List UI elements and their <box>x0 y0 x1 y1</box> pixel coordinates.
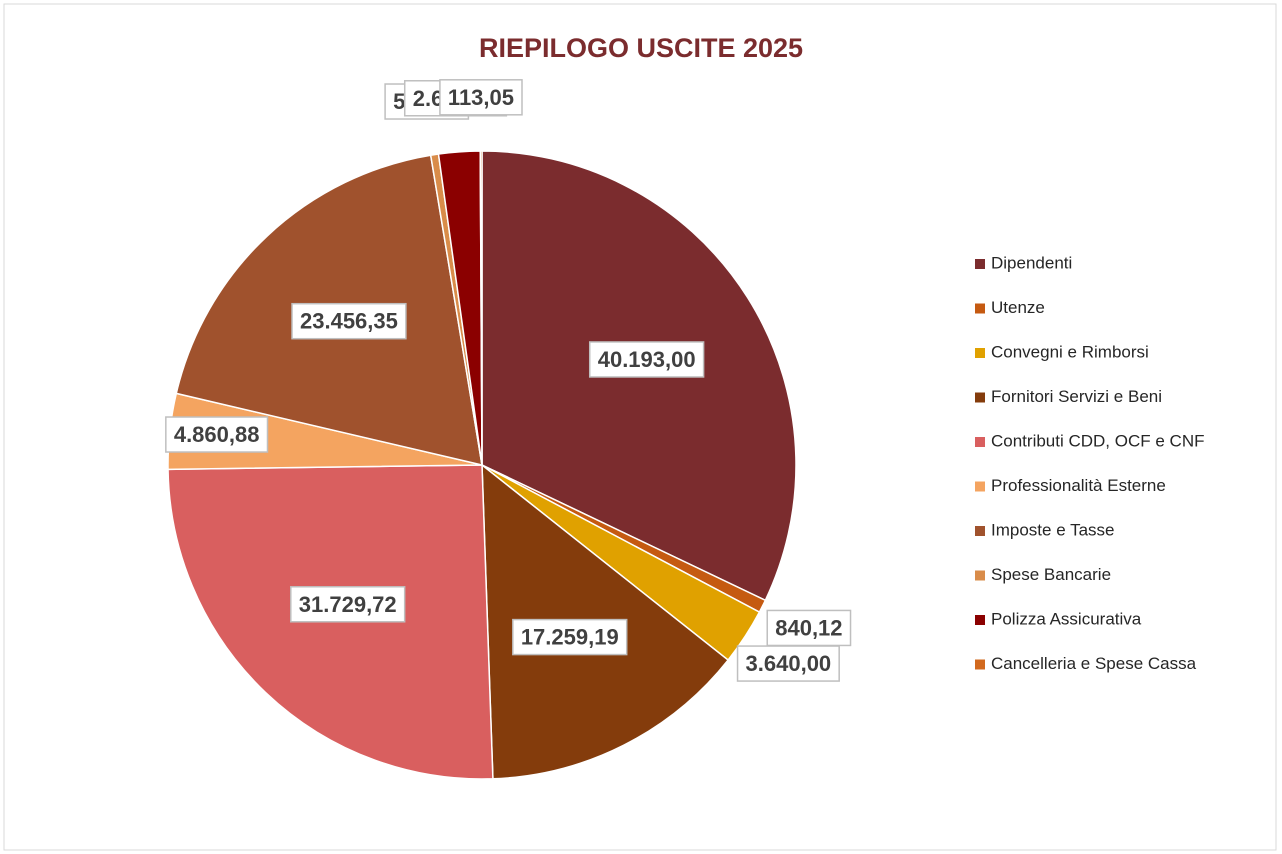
data-label: 840,12 <box>775 615 842 640</box>
data-label: 3.640,00 <box>746 651 832 676</box>
legend-swatch <box>975 348 985 358</box>
legend-swatch <box>975 303 985 314</box>
legend-label: Utenze <box>991 298 1045 317</box>
data-label-box <box>291 302 407 340</box>
data-label-box <box>290 586 406 623</box>
legend-swatch <box>975 481 985 492</box>
data-label: 31.729,72 <box>299 592 397 617</box>
data-label-box <box>439 79 523 116</box>
legend-swatch <box>975 570 985 581</box>
legend-swatch <box>975 659 985 670</box>
legend-label: Convegni e Rimborsi <box>991 342 1149 361</box>
legend-swatch <box>975 526 985 536</box>
legend-swatch <box>975 392 985 403</box>
legend-label: Fornitori Servizi e Beni <box>991 387 1162 406</box>
data-label-box <box>736 645 840 682</box>
data-label: 17.259,19 <box>521 625 619 650</box>
legend-swatch <box>975 615 985 625</box>
data-label-box <box>766 609 852 647</box>
data-label-box <box>165 416 269 453</box>
legend-label: Spese Bancarie <box>991 565 1111 584</box>
legend-swatch <box>975 259 985 269</box>
data-label-box <box>512 618 628 656</box>
chart-title: RIEPILOGO USCITE 2025 <box>479 33 803 63</box>
legend-label: Imposte e Tasse <box>991 520 1114 539</box>
legend-label: Professionalità Esterne <box>991 476 1166 495</box>
data-label: 40.193,00 <box>598 347 696 372</box>
legend-swatch <box>975 437 985 447</box>
legend-label: Polizza Assicurativa <box>991 609 1142 628</box>
data-label: 4.860,88 <box>174 422 260 447</box>
data-label: 113,05 <box>448 85 514 110</box>
data-label-box <box>588 341 705 378</box>
legend-label: Cancelleria e Spese Cassa <box>991 654 1197 673</box>
data-label: 23.456,35 <box>300 309 398 334</box>
pie-slice <box>479 150 483 466</box>
legend-label: Contributi CDD, OCF e CNF <box>991 431 1204 450</box>
legend-label: Dipendenti <box>991 253 1072 272</box>
